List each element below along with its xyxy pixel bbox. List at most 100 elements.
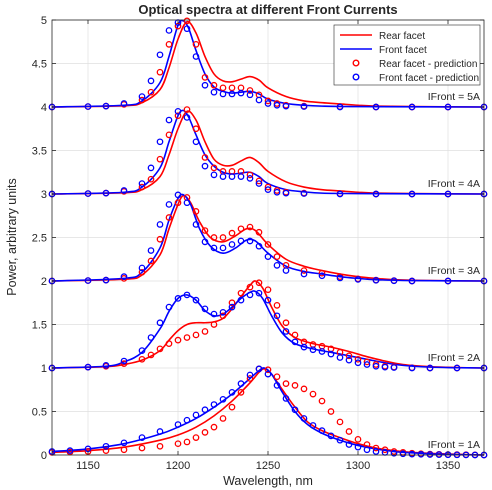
rear-prediction-point bbox=[237, 389, 245, 396]
front-prediction-point bbox=[309, 422, 317, 429]
legend-rear-pred-swatch bbox=[352, 59, 360, 67]
front-prediction-point bbox=[336, 190, 344, 198]
front-prediction-point bbox=[354, 359, 362, 367]
rear-prediction-point bbox=[138, 96, 146, 104]
front-prediction-point bbox=[210, 310, 218, 318]
front-prediction-point bbox=[282, 102, 290, 110]
front-prediction-point bbox=[264, 253, 272, 260]
rear-prediction-point bbox=[219, 234, 227, 241]
y-tick-label: 2 bbox=[41, 276, 47, 288]
front-prediction-point bbox=[444, 103, 452, 111]
rear-prediction-point bbox=[210, 81, 218, 89]
front-prediction-point bbox=[201, 162, 209, 170]
rear-prediction-point bbox=[300, 385, 308, 393]
rear-prediction-point bbox=[246, 87, 254, 94]
front-prediction-point bbox=[165, 201, 173, 208]
front-prediction-point bbox=[120, 273, 128, 280]
x-tick-label: 1200 bbox=[166, 460, 190, 472]
y-tick-label: 1 bbox=[41, 363, 47, 375]
front-prediction-point bbox=[390, 364, 398, 371]
rear-prediction-point bbox=[192, 41, 200, 48]
rear-prediction-point bbox=[201, 74, 209, 81]
front-prediction-point bbox=[138, 180, 146, 187]
rear-prediction-point bbox=[282, 319, 290, 327]
front-prediction-point bbox=[336, 103, 344, 111]
rear-prediction-point bbox=[192, 125, 200, 133]
prediction-markers bbox=[48, 17, 488, 459]
front-prediction-point bbox=[255, 180, 263, 187]
front-prediction-point bbox=[246, 174, 254, 182]
rear-prediction-point bbox=[237, 289, 245, 297]
front-prediction-point bbox=[363, 446, 371, 454]
front-prediction-point bbox=[408, 103, 416, 111]
front-prediction-point bbox=[66, 447, 74, 454]
front-prediction-point bbox=[372, 362, 380, 370]
rear-prediction-point bbox=[147, 257, 155, 265]
front-prediction-point bbox=[273, 382, 281, 389]
front-prediction-point bbox=[246, 291, 254, 299]
rear-prediction-point bbox=[273, 253, 281, 260]
rear-prediction-point bbox=[174, 336, 182, 344]
y-tick-label: 4 bbox=[41, 102, 47, 114]
front-prediction-point bbox=[120, 187, 128, 194]
rear-prediction-point bbox=[345, 352, 353, 360]
rear-prediction-point bbox=[291, 331, 299, 339]
front-prediction-point bbox=[165, 27, 173, 34]
front-prediction-point bbox=[372, 276, 380, 284]
front-prediction-point bbox=[408, 364, 416, 372]
legend-rear-label: Rear facet bbox=[379, 31, 425, 42]
front-prediction-point bbox=[372, 190, 380, 198]
rear-prediction-point bbox=[192, 208, 200, 215]
rear-prediction-point bbox=[165, 340, 173, 347]
front-prediction-point bbox=[192, 53, 200, 60]
front-prediction-point bbox=[408, 450, 416, 458]
front-prediction-point bbox=[201, 81, 209, 89]
front-prediction-point bbox=[228, 389, 236, 396]
panel-current-label: IFront = 3A bbox=[428, 265, 480, 277]
rear-prediction-point bbox=[165, 214, 173, 221]
rear-prediction-point bbox=[192, 331, 200, 339]
front-prediction-point bbox=[300, 343, 308, 351]
front-prediction-point bbox=[138, 434, 146, 441]
front-prediction-point bbox=[174, 191, 182, 199]
axis-ticks: 1150 1200 1250 1300 1350 0 0.5 1 1.5 2 2.5 3 3.5 4 4.5… bbox=[32, 15, 484, 472]
rear-prediction-point bbox=[156, 442, 164, 450]
rear-prediction-point bbox=[138, 183, 146, 191]
front-prediction-point bbox=[84, 190, 92, 197]
front-prediction-point bbox=[228, 90, 236, 98]
front-prediction-point bbox=[228, 303, 236, 311]
rear-prediction-point bbox=[174, 112, 182, 120]
front-prediction-point bbox=[264, 100, 272, 107]
front-prediction-point bbox=[183, 291, 191, 299]
y-tick-label: 3 bbox=[41, 189, 47, 201]
front-prediction-point bbox=[426, 451, 434, 458]
rear-prediction-point bbox=[210, 164, 218, 172]
rear-prediction-point bbox=[210, 234, 218, 241]
front-prediction-point bbox=[246, 371, 254, 379]
rear-prediction-point bbox=[255, 279, 263, 287]
rear-prediction-point bbox=[165, 41, 173, 48]
front-prediction-point bbox=[102, 442, 110, 450]
rear-prediction-point bbox=[120, 446, 128, 454]
rear-prediction-point bbox=[255, 228, 263, 236]
legend-rear-pred-label: Rear facet - prediction bbox=[379, 59, 477, 70]
front-prediction-point bbox=[174, 108, 182, 115]
front-prediction-point bbox=[183, 25, 191, 33]
front-prediction-point bbox=[102, 102, 110, 110]
front-prediction-point bbox=[210, 401, 218, 408]
front-prediction-point bbox=[273, 261, 281, 269]
front-prediction-point bbox=[390, 277, 398, 285]
legend-front-pred-label: Front facet - prediction bbox=[379, 73, 479, 84]
y-tick-label: 2.5 bbox=[32, 233, 47, 245]
front-prediction-point bbox=[318, 272, 326, 280]
rear-prediction-point bbox=[264, 97, 272, 105]
rear-prediction-point bbox=[165, 131, 173, 139]
panel-current-label: IFront = 4A bbox=[428, 178, 480, 190]
front-prediction-point bbox=[102, 189, 110, 197]
front-prediction-point bbox=[147, 247, 155, 254]
x-tick-label: 1150 bbox=[76, 460, 100, 472]
front-prediction-point bbox=[408, 190, 416, 198]
rear-prediction-point bbox=[147, 175, 155, 183]
front-prediction-point bbox=[183, 416, 191, 424]
